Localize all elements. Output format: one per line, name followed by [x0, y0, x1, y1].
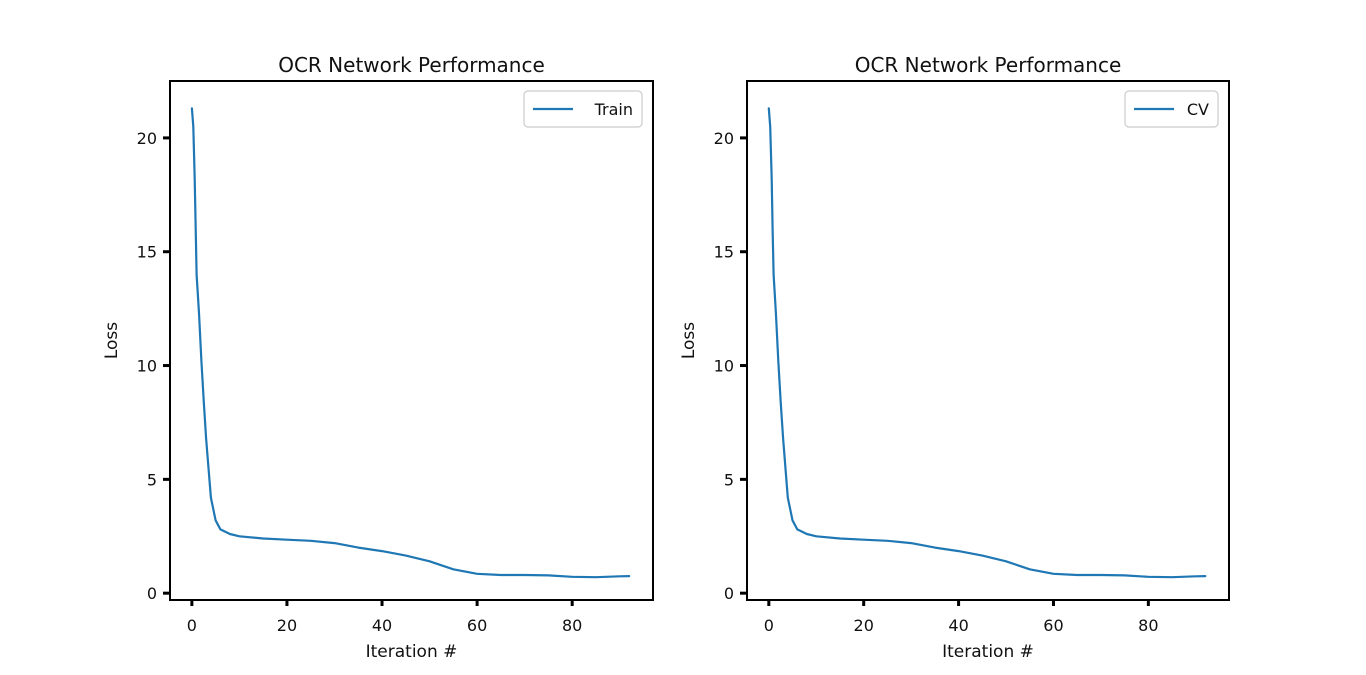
- legend: CV: [1124, 90, 1219, 128]
- x-tick-label: 0: [764, 616, 774, 635]
- legend-label: CV: [1187, 100, 1209, 119]
- chart-title: OCR Network Performance: [855, 53, 1122, 77]
- x-axis-label: Iteration #: [366, 642, 458, 662]
- x-tick-label: 60: [1043, 616, 1063, 635]
- y-axis-label: Loss: [679, 322, 699, 359]
- y-tick-label: 15: [714, 243, 734, 262]
- y-tick-label: 0: [724, 584, 734, 603]
- legend-label: Train: [594, 100, 633, 119]
- plot-frame: [169, 80, 654, 601]
- x-tick-label: 0: [187, 616, 197, 635]
- chart-title: OCR Network Performance: [278, 53, 545, 77]
- plot-frame: [746, 80, 1230, 601]
- x-tick-label: 80: [1138, 616, 1158, 635]
- chart-panel-1: OCR Network Performance 0 20 40 60 80 0 5 10 15 20…: [102, 53, 654, 662]
- y-tick-label: 5: [724, 470, 734, 489]
- x-tick-label: 60: [467, 616, 487, 635]
- x-tick-label: 20: [854, 616, 874, 635]
- y-tick-label: 0: [147, 584, 157, 603]
- x-tick-label: 40: [372, 616, 392, 635]
- series-line-cv: [767, 107, 1207, 579]
- series-line-train: [190, 107, 631, 579]
- y-tick-label: 20: [137, 129, 157, 148]
- y-axis-label: Loss: [102, 322, 122, 359]
- y-tick-label: 15: [137, 243, 157, 262]
- y-tick-label: 10: [137, 357, 157, 376]
- x-tick-label: 40: [948, 616, 968, 635]
- x-axis-label: Iteration #: [942, 642, 1034, 662]
- y-tick-label: 10: [714, 357, 734, 376]
- y-tick-label: 20: [714, 129, 734, 148]
- y-tick-label: 5: [147, 470, 157, 489]
- x-tick-label: 20: [277, 616, 297, 635]
- x-tick-label: 80: [562, 616, 582, 635]
- legend: Train: [523, 90, 643, 128]
- chart-panel-2: OCR Network Performance 0 20 40 60 80 0 5 10 15 20…: [679, 53, 1230, 662]
- legend-box: [523, 90, 643, 128]
